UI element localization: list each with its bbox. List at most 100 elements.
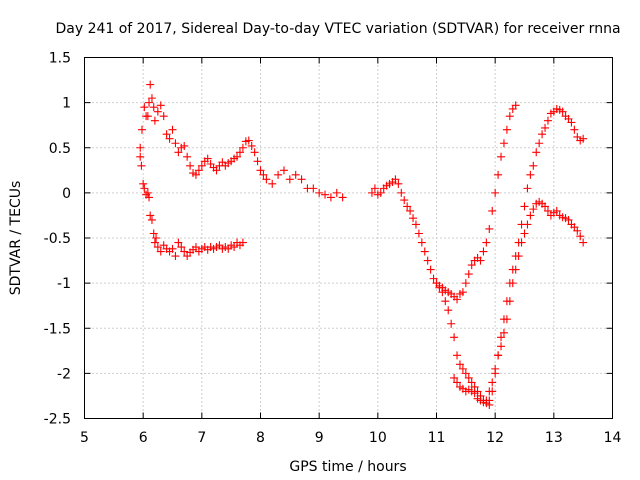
data-point — [183, 152, 192, 161]
data-point — [191, 170, 200, 179]
data-point — [473, 387, 482, 396]
data-point — [309, 184, 318, 193]
data-point — [149, 103, 158, 112]
data-point — [162, 130, 171, 139]
data-point — [573, 226, 582, 235]
data-point — [140, 103, 149, 112]
data-point — [411, 220, 420, 229]
data-point — [499, 315, 508, 324]
data-point — [147, 94, 156, 103]
data-point — [517, 220, 526, 229]
data-point — [505, 112, 514, 121]
data-point — [564, 215, 573, 224]
data-point — [212, 166, 221, 175]
data-point — [455, 360, 464, 369]
data-point — [262, 175, 271, 184]
data-point — [143, 188, 152, 197]
series-track-1-upper — [136, 80, 347, 202]
data-point — [321, 190, 330, 199]
chart-title: Day 241 of 2017, Sidereal Day-to-day VTE… — [55, 21, 620, 37]
data-point — [476, 391, 485, 400]
x-axis-label: GPS time / hours — [289, 459, 406, 475]
data-point — [186, 161, 195, 170]
data-point — [153, 107, 162, 116]
data-point — [238, 143, 247, 152]
series-track-3-rise — [485, 104, 588, 405]
y-tick-label: 0 — [62, 186, 71, 202]
data-point — [180, 247, 189, 256]
data-point — [476, 256, 485, 265]
data-point — [529, 205, 538, 214]
data-point — [464, 373, 473, 382]
data-point — [467, 378, 476, 387]
data-point — [423, 256, 432, 265]
data-point — [570, 125, 579, 134]
data-point — [538, 130, 547, 139]
data-point — [268, 179, 277, 188]
data-point — [497, 342, 506, 351]
data-point — [505, 279, 514, 288]
data-point — [508, 265, 517, 274]
data-point — [511, 101, 520, 110]
series-track-2-upper — [367, 101, 520, 304]
data-point — [438, 288, 447, 297]
data-point — [453, 295, 462, 304]
data-point — [403, 202, 412, 211]
data-marks — [136, 80, 588, 409]
data-point — [485, 224, 494, 233]
data-point — [171, 139, 180, 148]
data-point — [250, 148, 259, 157]
x-tick-label: 10 — [369, 430, 387, 446]
data-point — [441, 297, 450, 306]
data-point — [444, 306, 453, 315]
data-point — [136, 143, 145, 152]
data-point — [137, 125, 146, 134]
x-tick-label: 13 — [545, 430, 563, 446]
data-point — [397, 188, 406, 197]
data-point — [461, 279, 470, 288]
data-point — [497, 333, 506, 342]
x-tick-label: 11 — [428, 430, 446, 446]
data-point — [482, 238, 491, 247]
x-tick-label: 5 — [80, 430, 89, 446]
data-point — [146, 211, 155, 220]
data-point — [499, 139, 508, 148]
data-point — [247, 141, 256, 150]
data-point — [485, 396, 494, 405]
data-point — [520, 202, 529, 211]
data-point — [159, 112, 168, 121]
data-point — [150, 116, 159, 125]
data-point — [579, 134, 588, 143]
data-point — [171, 252, 180, 261]
data-point — [453, 351, 462, 360]
data-point — [502, 125, 511, 134]
data-point — [458, 288, 467, 297]
data-point — [488, 378, 497, 387]
data-point — [256, 166, 265, 175]
series-track-1-lower — [136, 152, 247, 261]
data-point — [426, 265, 435, 274]
data-point — [532, 148, 541, 157]
data-point — [526, 170, 535, 179]
data-point — [420, 247, 429, 256]
data-point — [526, 211, 535, 220]
data-point — [376, 188, 385, 197]
data-point — [147, 215, 156, 224]
data-point — [394, 179, 403, 188]
data-point — [499, 328, 508, 337]
data-point — [529, 161, 538, 170]
data-point — [244, 136, 253, 145]
data-point — [567, 118, 576, 127]
data-point — [450, 333, 459, 342]
data-point — [579, 238, 588, 247]
series-track-3-fall — [432, 279, 494, 409]
data-point — [156, 101, 165, 110]
x-tick-label: 14 — [604, 430, 622, 446]
x-tick-label: 8 — [256, 430, 265, 446]
data-point — [180, 141, 189, 150]
data-point — [429, 274, 438, 283]
data-point — [152, 234, 161, 242]
data-point — [414, 229, 423, 238]
x-tick-labels: 5 6 7 8 9 10 11 12 13 14 — [80, 430, 621, 446]
data-point — [432, 279, 441, 288]
